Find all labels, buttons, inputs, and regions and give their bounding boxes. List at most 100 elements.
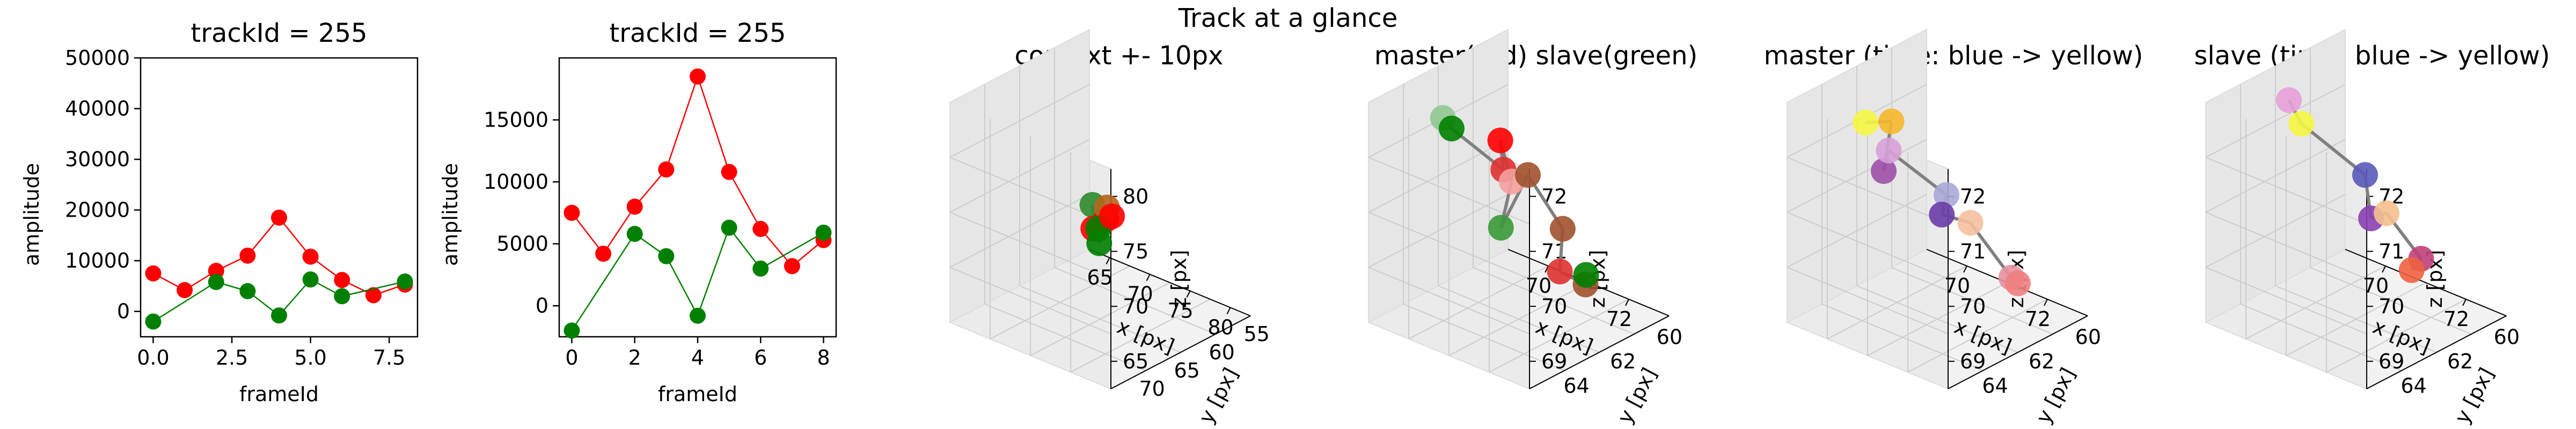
x-tick-label: 2.5 [216, 346, 248, 369]
slave-time-panel-title: slave (time: blue -> yellow) [2194, 41, 2550, 71]
grid-line [2275, 285, 2437, 353]
axis-line [1529, 315, 1670, 389]
grid-line [1368, 157, 1530, 225]
y-tick-label: 5000 [496, 232, 548, 256]
y-tick-label: 60 [2075, 326, 2101, 349]
grid-line [1787, 212, 1949, 279]
y-tick-label: 60 [1209, 341, 1235, 364]
scatter-point [2374, 200, 2400, 226]
x-tick-label: 5.0 [294, 346, 326, 369]
data-point [564, 322, 580, 339]
data-point [271, 209, 287, 226]
y-tick-label: 20000 [65, 198, 130, 222]
grid-line [2205, 139, 2346, 213]
amplitude-panel-2: trackId = 255 frameId amplitude 0 2 4 6 8 0 50… [438, 18, 837, 406]
x-tick-mark [1963, 265, 1967, 273]
z-tick-label: 71 [2379, 240, 2404, 263]
data-point [365, 287, 382, 304]
y-tick-label: 10000 [65, 249, 130, 272]
x-tick-label: 72 [2025, 307, 2051, 331]
z-tick-label: 65 [1123, 350, 1148, 373]
z-tick-label: 69 [1541, 350, 1567, 373]
scatter-point [1099, 203, 1125, 230]
grid-line [1403, 304, 1565, 371]
scatter-point [1929, 202, 1955, 228]
x-tick-label: 75 [1167, 299, 1193, 323]
z-tick-label: 70 [1960, 294, 1986, 318]
grid-line [2205, 157, 2367, 225]
grid-line [949, 139, 1090, 213]
grid-line [1787, 157, 1949, 225]
master-slave-3d-panel: master(red) slave(green) 707260626469707… [1367, 28, 1697, 427]
z-tick-label: 69 [1960, 350, 1986, 373]
data-point [302, 271, 319, 288]
data-point [239, 247, 256, 264]
data-point [177, 282, 193, 299]
data-point [208, 263, 224, 279]
data-point [397, 273, 413, 290]
scatter-point [1515, 162, 1541, 188]
grid-line [1856, 285, 2018, 353]
data-point [658, 161, 675, 177]
scatter-point [2004, 270, 2031, 297]
y-tick-label: 70 [1139, 377, 1165, 401]
grid-line [1907, 299, 2048, 373]
scatter-point [1957, 210, 1984, 236]
data-point [145, 313, 162, 330]
y-tick-label: 62 [1610, 350, 1636, 373]
trajectory-segment [2300, 122, 2366, 176]
y-tick-label: 55 [1244, 322, 1270, 346]
data-point [145, 265, 162, 282]
grid-line [1070, 299, 1211, 373]
x-tick-label: 70 [1127, 283, 1153, 306]
plot-frame [140, 57, 419, 338]
y-tick-label: 0 [536, 294, 548, 317]
grid-line [1019, 285, 1181, 353]
scatter-point [1871, 158, 1897, 184]
y-axis-label: y [px] [1613, 364, 1662, 427]
scatter-point [2288, 110, 2315, 137]
x-tick-mark [2044, 299, 2048, 306]
x-tick-label: 4 [691, 346, 704, 369]
scatter-point [1086, 230, 1113, 256]
series-line-0 [152, 216, 405, 296]
y-tick-label: 0 [117, 300, 130, 323]
y-tick-label: 50000 [65, 46, 130, 70]
x-tick-label: 7.5 [373, 346, 405, 369]
data-point [626, 198, 643, 215]
y-tick-label: 15000 [484, 108, 548, 132]
data-point [564, 204, 580, 221]
scatter-point [1487, 127, 1513, 153]
panel-1-xlabel: frameId [239, 382, 319, 406]
x-tick-mark [1186, 291, 1191, 298]
grid-line [2205, 84, 2346, 158]
x-tick-label: 80 [1208, 316, 1233, 339]
scatter-point [2276, 87, 2302, 113]
series-line-0 [571, 74, 824, 268]
data-point [271, 307, 287, 324]
grid-line [984, 304, 1146, 371]
data-point [690, 68, 706, 85]
grid-line [1368, 212, 1530, 279]
x-tick-mark [1226, 307, 1231, 314]
scatter-point [1934, 182, 1959, 208]
data-point [752, 260, 769, 277]
data-point [302, 248, 319, 265]
x-tick-mark [2382, 265, 2386, 273]
scatter-point [1549, 216, 1576, 242]
plot-frame [558, 57, 837, 338]
axis-line [1110, 315, 1251, 389]
scatter-point [1438, 115, 1465, 142]
data-point [752, 220, 769, 237]
x-tick-label: 2 [628, 346, 641, 369]
scatter-point [1547, 258, 1573, 285]
y-axis-label: y [px] [2031, 364, 2080, 427]
z-tick-label: 80 [1123, 184, 1148, 208]
y-axis-label: y [px] [1194, 364, 1243, 427]
grid-line [1489, 299, 1629, 373]
axis-line [1948, 315, 2088, 389]
z-tick-label: 75 [1123, 240, 1148, 263]
scatter-point [1876, 137, 1902, 164]
data-point [784, 258, 800, 275]
y-tick-label: 60 [1657, 326, 1682, 349]
